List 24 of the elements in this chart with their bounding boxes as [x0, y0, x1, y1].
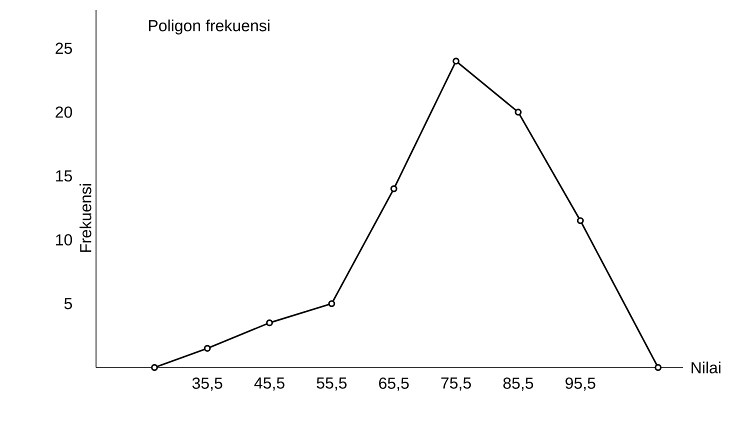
x-tick-label: 65,5: [379, 377, 409, 391]
x-tick-label: 55,5: [316, 377, 347, 391]
point: [204, 344, 211, 352]
point: [654, 364, 662, 371]
text: Poligon frekuensi: [149, 19, 270, 34]
y-tick-label: 10: [56, 234, 72, 246]
point: [266, 319, 273, 326]
y-tick-label: 25: [56, 42, 72, 54]
y-tick-label: 20: [56, 106, 72, 118]
x-tick-label: 45,5: [254, 377, 284, 391]
point: [576, 217, 584, 224]
x-tick-label: 35,5: [192, 377, 222, 391]
x-tick-label: 85,5: [503, 377, 534, 391]
y-tick-label: 15: [56, 170, 72, 182]
x-axis-title: Nilai: [692, 362, 720, 374]
point: [151, 364, 158, 371]
y-axis-title: Frekuensi: [80, 184, 92, 252]
x-tick-label: 95,5: [566, 377, 596, 391]
y-tick-label: 5: [64, 298, 72, 310]
x-tick-label: 75,5: [441, 377, 471, 391]
point: [514, 108, 522, 116]
point: [328, 300, 336, 308]
point: [452, 58, 460, 64]
point: [390, 185, 398, 192]
